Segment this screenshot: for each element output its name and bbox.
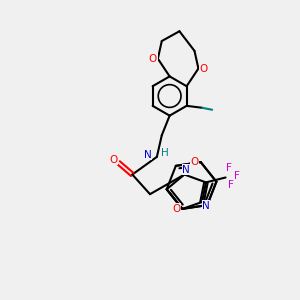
Text: H: H (161, 148, 169, 158)
Text: O: O (149, 54, 157, 64)
Text: N: N (182, 165, 190, 175)
Text: F: F (234, 170, 240, 181)
Text: N: N (144, 150, 152, 160)
Text: O: O (199, 64, 207, 74)
Text: O: O (110, 155, 118, 165)
Text: F: F (227, 180, 233, 190)
Text: F: F (226, 163, 232, 173)
Text: N: N (202, 201, 210, 211)
Text: O: O (172, 204, 181, 214)
Text: O: O (191, 157, 199, 167)
